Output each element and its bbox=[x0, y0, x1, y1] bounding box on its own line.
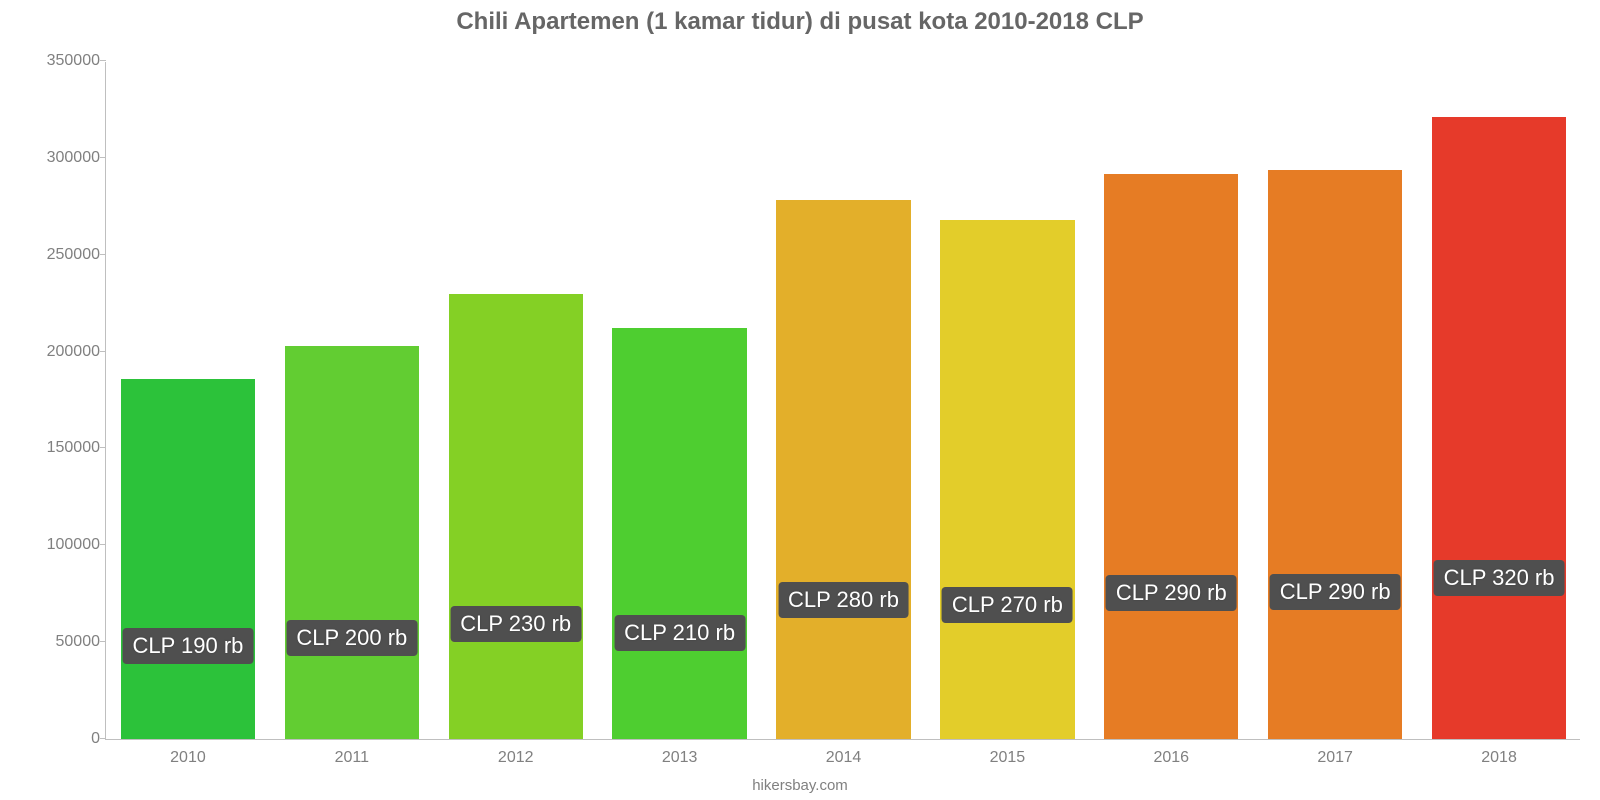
bar bbox=[285, 346, 419, 739]
y-axis-tick-mark bbox=[100, 60, 106, 61]
x-axis-tick-label: 2013 bbox=[662, 749, 698, 767]
y-axis-tick-mark bbox=[100, 351, 106, 352]
y-axis-tick-label: 150000 bbox=[47, 439, 100, 457]
y-axis-tick-label: 200000 bbox=[47, 343, 100, 361]
y-axis-tick-mark bbox=[100, 738, 106, 739]
bar-value-label: CLP 290 rb bbox=[1270, 574, 1401, 610]
y-axis-tick-mark bbox=[100, 157, 106, 158]
bar-value-label: CLP 210 rb bbox=[614, 615, 745, 651]
bar-value-label: CLP 230 rb bbox=[450, 606, 581, 642]
y-axis-tick-label: 0 bbox=[91, 730, 100, 748]
bar bbox=[612, 328, 746, 739]
x-axis-tick-label: 2015 bbox=[990, 749, 1026, 767]
y-axis-tick-label: 50000 bbox=[56, 633, 101, 651]
x-axis-tick-label: 2011 bbox=[335, 749, 369, 767]
chart-title: Chili Apartemen (1 kamar tidur) di pusat… bbox=[0, 8, 1600, 36]
y-axis-tick-mark bbox=[100, 254, 106, 255]
bar-value-label: CLP 290 rb bbox=[1106, 575, 1237, 611]
bar bbox=[940, 220, 1074, 739]
y-axis-tick-label: 100000 bbox=[47, 536, 100, 554]
bar-value-label: CLP 200 rb bbox=[286, 620, 417, 656]
y-axis-tick-mark bbox=[100, 447, 106, 448]
x-axis-tick-label: 2018 bbox=[1481, 749, 1517, 767]
bar bbox=[1268, 170, 1402, 739]
x-axis-tick-label: 2016 bbox=[1153, 749, 1189, 767]
bar-value-label: CLP 190 rb bbox=[122, 628, 253, 664]
bar bbox=[776, 200, 910, 739]
plot-area: 0500001000001500002000002500003000003500… bbox=[105, 62, 1580, 740]
chart-container: Chili Apartemen (1 kamar tidur) di pusat… bbox=[0, 0, 1600, 800]
bar-value-label: CLP 280 rb bbox=[778, 582, 909, 618]
y-axis-tick-mark bbox=[100, 641, 106, 642]
x-axis-tick-label: 2012 bbox=[498, 749, 534, 767]
bar bbox=[1104, 174, 1238, 739]
bar bbox=[121, 379, 255, 739]
bar-value-label: CLP 270 rb bbox=[942, 587, 1073, 623]
x-axis-tick-label: 2014 bbox=[826, 749, 862, 767]
x-axis-tick-label: 2010 bbox=[170, 749, 206, 767]
y-axis-tick-label: 350000 bbox=[47, 52, 100, 70]
y-axis-tick-label: 300000 bbox=[47, 149, 100, 167]
y-axis-tick-mark bbox=[100, 544, 106, 545]
y-axis-tick-label: 250000 bbox=[47, 246, 100, 264]
x-axis-tick-label: 2017 bbox=[1317, 749, 1353, 767]
source-attribution: hikersbay.com bbox=[0, 777, 1600, 794]
bar-value-label: CLP 320 rb bbox=[1434, 560, 1565, 596]
bar bbox=[449, 294, 583, 739]
bar bbox=[1432, 117, 1566, 739]
